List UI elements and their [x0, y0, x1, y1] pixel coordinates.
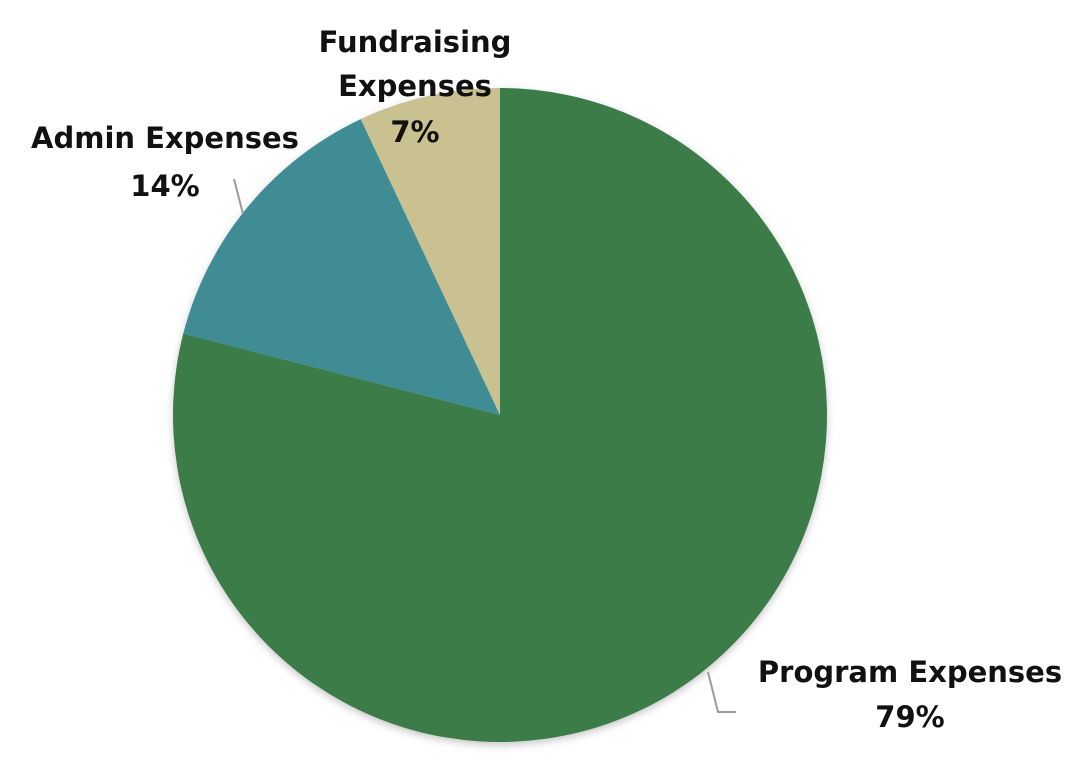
leader-line-program: [707, 671, 736, 713]
slice-label-program-line-1: Program Expenses: [758, 655, 1062, 689]
leader-line-admin: [233, 178, 244, 215]
leader-lines: [233, 178, 736, 713]
slice-label-fundraising-line-1: Fundraising: [319, 25, 512, 59]
slice-percent-program: 79%: [875, 700, 944, 734]
slice-percent-fundraising: 7%: [390, 115, 439, 149]
pie-slices: [172, 88, 827, 742]
slice-label-fundraising-line-2: Expenses: [338, 69, 492, 103]
slice-percent-admin: 14%: [130, 169, 199, 203]
slice-labels: Program Expenses 79% Admin Expenses 14% Fund…: [31, 25, 1062, 734]
pie-slice-admin: [183, 119, 500, 415]
pie-slice-fundraising: [360, 88, 500, 415]
pie-slice-program: [172, 88, 827, 742]
slice-label-admin-line-1: Admin Expenses: [31, 121, 299, 155]
